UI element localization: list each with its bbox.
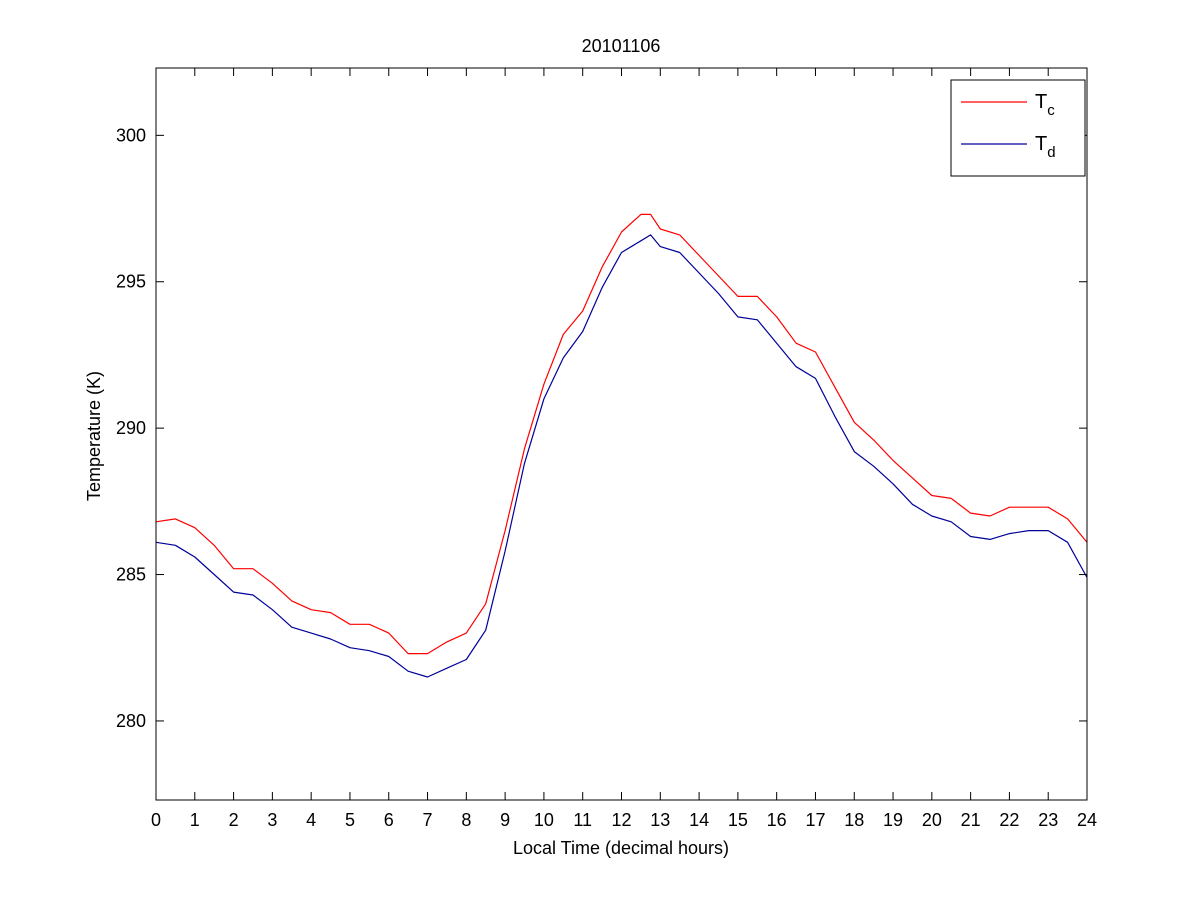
x-tick-label: 9 <box>500 810 510 830</box>
x-tick-label: 20 <box>922 810 942 830</box>
legend: Tc Td <box>950 79 1086 177</box>
legend-entry-c: Tc <box>1035 91 1055 119</box>
x-tick-label: 16 <box>767 810 787 830</box>
x-tick-label: 13 <box>650 810 670 830</box>
x-tick-label: 8 <box>461 810 471 830</box>
y-tick-label: 280 <box>116 711 146 731</box>
y-tick-label: 300 <box>116 125 146 145</box>
x-tick-label: 7 <box>423 810 433 830</box>
x-tick-label: 22 <box>999 810 1019 830</box>
x-tick-label: 15 <box>728 810 748 830</box>
x-tick-label: 2 <box>229 810 239 830</box>
x-tick-label: 4 <box>306 810 316 830</box>
axes-frame <box>155 67 1088 801</box>
x-tick-label: 3 <box>267 810 277 830</box>
series-line-c <box>155 213 1088 655</box>
x-axis-label: Local Time (decimal hours) <box>513 838 729 858</box>
x-tick-label: 18 <box>844 810 864 830</box>
x-tick-label: 5 <box>345 810 355 830</box>
x-tick-label: 24 <box>1077 810 1097 830</box>
y-tick-label: 295 <box>116 272 146 292</box>
x-tick-label: 11 <box>573 810 592 830</box>
tick-layer: 0 1 2 3 4 5 6 7 8 9 10 11 12 13 14 15 16 17 18 19 20 21 22 23 24… <box>116 68 1097 830</box>
y-tick-label: 285 <box>116 565 146 585</box>
chart-title: 20101106 <box>582 36 661 56</box>
x-tick-label: 19 <box>883 810 903 830</box>
x-tick-label: 6 <box>384 810 394 830</box>
legend-box <box>950 79 1086 177</box>
legend-entry-d: Td <box>1035 133 1056 161</box>
x-tick-label: 12 <box>611 810 631 830</box>
x-tick-label: 10 <box>534 810 554 830</box>
x-tick-label: 23 <box>1038 810 1058 830</box>
series-layer <box>155 213 1088 678</box>
y-tick-label: 290 <box>116 418 146 438</box>
x-tick-label: 14 <box>689 810 709 830</box>
x-tick-label: 17 <box>805 810 825 830</box>
y-axis-label: Temperature (K) <box>84 371 104 501</box>
x-tick-label: 1 <box>190 810 200 830</box>
plot-area: 0 1 2 3 4 5 6 7 8 9 10 11 12 13 14 15 16 17 18 19 20 21 22 23 24… <box>116 67 1097 830</box>
x-tick-label: 0 <box>151 810 161 830</box>
series-line-d <box>155 234 1088 678</box>
x-tick-label: 21 <box>961 810 981 830</box>
